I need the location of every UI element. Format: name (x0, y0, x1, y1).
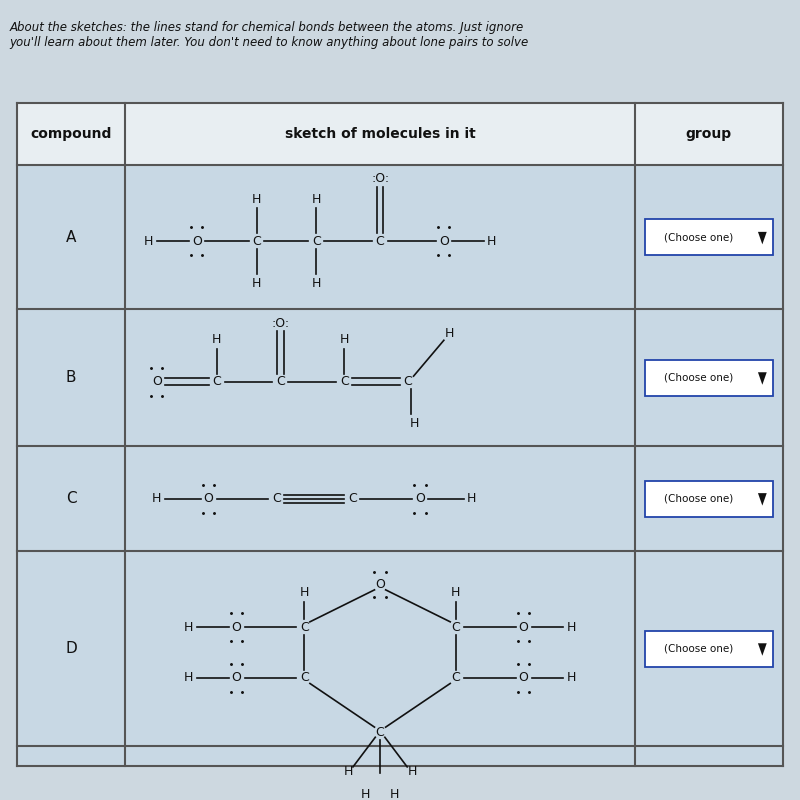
Text: A: A (66, 230, 76, 245)
Polygon shape (758, 372, 766, 385)
Text: H: H (184, 621, 194, 634)
Text: C: C (403, 375, 412, 388)
Text: H: H (390, 789, 399, 800)
Text: sketch of molecules in it: sketch of molecules in it (285, 127, 475, 141)
Text: O: O (375, 578, 385, 591)
Text: C: C (276, 375, 285, 388)
FancyBboxPatch shape (645, 631, 773, 666)
Text: H: H (312, 193, 321, 206)
Text: H: H (410, 418, 419, 430)
Text: O: O (192, 234, 202, 248)
Text: H: H (212, 333, 222, 346)
Text: H: H (152, 492, 162, 505)
Text: About the sketches: the lines stand for chemical bonds between the atoms. Just i: About the sketches: the lines stand for … (10, 21, 524, 34)
Text: C: C (451, 671, 460, 685)
Text: H: H (566, 671, 576, 685)
Text: (Choose one): (Choose one) (665, 232, 734, 242)
Text: :O:: :O: (271, 317, 290, 330)
Text: you'll learn about them later. You don't need to know anything about lone pairs : you'll learn about them later. You don't… (10, 37, 529, 50)
Text: compound: compound (30, 127, 112, 141)
Text: H: H (487, 234, 496, 248)
Text: H: H (451, 586, 461, 598)
Text: C: C (348, 492, 357, 505)
Text: B: B (66, 370, 76, 386)
Text: C: C (300, 621, 309, 634)
Text: C: C (66, 491, 77, 506)
Text: H: H (445, 326, 454, 340)
Text: H: H (407, 765, 417, 778)
FancyBboxPatch shape (645, 360, 773, 396)
Text: H: H (566, 621, 576, 634)
Text: H: H (467, 492, 477, 505)
Text: (Choose one): (Choose one) (665, 373, 734, 382)
Text: H: H (184, 671, 194, 685)
FancyBboxPatch shape (645, 219, 773, 255)
Text: H: H (312, 277, 321, 290)
Text: C: C (312, 234, 321, 248)
FancyBboxPatch shape (18, 102, 782, 766)
Text: C: C (376, 234, 385, 248)
Text: C: C (272, 492, 281, 505)
Text: C: C (212, 375, 221, 388)
Polygon shape (758, 232, 766, 244)
Text: (Choose one): (Choose one) (665, 644, 734, 654)
Text: C: C (376, 726, 385, 739)
Text: H: H (144, 234, 154, 248)
FancyBboxPatch shape (645, 481, 773, 517)
Text: C: C (252, 234, 261, 248)
Text: D: D (66, 642, 77, 656)
Text: (Choose one): (Choose one) (665, 494, 734, 504)
Text: H: H (300, 586, 309, 598)
Text: H: H (252, 277, 261, 290)
Text: O: O (415, 492, 425, 505)
Text: O: O (439, 234, 449, 248)
Text: O: O (518, 621, 529, 634)
Text: O: O (152, 375, 162, 388)
Polygon shape (758, 643, 766, 656)
Text: O: O (232, 621, 242, 634)
Text: C: C (451, 621, 460, 634)
Text: O: O (518, 671, 529, 685)
Text: group: group (686, 127, 732, 141)
Text: H: H (339, 333, 349, 346)
Text: H: H (343, 765, 353, 778)
Polygon shape (758, 493, 766, 506)
Text: H: H (361, 789, 370, 800)
FancyBboxPatch shape (18, 102, 782, 165)
Text: O: O (204, 492, 214, 505)
Text: H: H (252, 193, 261, 206)
Text: C: C (300, 671, 309, 685)
Text: C: C (340, 375, 349, 388)
Text: O: O (232, 671, 242, 685)
Text: :O:: :O: (371, 172, 389, 186)
